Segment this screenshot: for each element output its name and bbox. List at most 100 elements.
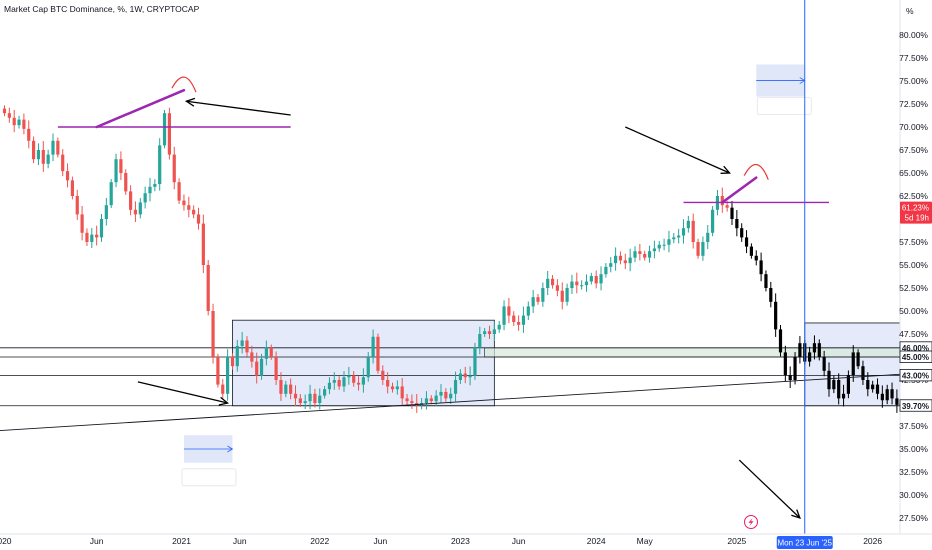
- candle-body: [27, 128, 31, 141]
- candle-body: [662, 244, 666, 246]
- current-price-value: 61.23%: [902, 204, 929, 213]
- candle-body: [230, 357, 235, 367]
- candle-body: [701, 242, 705, 256]
- candle-body: [546, 278, 550, 288]
- price-tick-label: 35.00%: [899, 444, 928, 454]
- candle-body: [497, 324, 501, 330]
- projection-candle: [730, 207, 734, 219]
- price-tick-label: 75.00%: [899, 76, 928, 86]
- candle-body: [51, 140, 55, 155]
- price-tick-label: 50.00%: [899, 306, 928, 316]
- candle-body: [512, 315, 516, 323]
- candle-body: [129, 191, 133, 210]
- price-tick-label: 37.50%: [899, 421, 928, 431]
- candle-body: [381, 370, 385, 380]
- projection-candle: [875, 384, 880, 394]
- icon-layer: [744, 515, 758, 529]
- lightning-icon[interactable]: [744, 515, 758, 529]
- candle-body: [468, 375, 472, 378]
- candle-body: [570, 281, 574, 288]
- candle-body: [114, 159, 118, 183]
- annotation-arrow: [625, 126, 730, 174]
- candle-body: [584, 281, 589, 286]
- candle-body: [12, 117, 16, 126]
- candle-body: [196, 214, 201, 224]
- projection-candle: [827, 370, 831, 390]
- time-tick-label: Jun: [90, 536, 104, 546]
- candle-body: [235, 345, 239, 367]
- projection-candle: [880, 393, 884, 401]
- price-tick-label: 77.50%: [899, 53, 928, 63]
- candle-body: [633, 251, 637, 258]
- price-tick-label: 32.50%: [899, 467, 928, 477]
- candle-body: [429, 398, 433, 402]
- candle-body: [657, 244, 661, 249]
- projection-candle: [871, 384, 875, 390]
- candle-body: [507, 306, 511, 316]
- candle-body: [686, 220, 690, 229]
- date-range-label-box: [181, 468, 237, 487]
- price-tick-label: 27.50%: [899, 513, 928, 523]
- candle-body: [216, 357, 220, 385]
- time-tick-label: 2025: [727, 536, 746, 546]
- current-price-countdown: 5d 19h: [905, 214, 929, 223]
- candle-body: [696, 242, 700, 256]
- candle-body: [647, 251, 652, 258]
- candle-body: [167, 113, 171, 155]
- projection-candle: [856, 352, 860, 367]
- candle-body: [361, 377, 365, 385]
- candle-body: [521, 315, 526, 325]
- projection-candle: [754, 255, 758, 261]
- candle-body: [133, 209, 138, 215]
- candle-body: [594, 276, 598, 284]
- candle-body: [492, 329, 496, 334]
- level-tag-label: 43.00%: [902, 371, 929, 380]
- candle-body: [211, 311, 215, 357]
- price-axis[interactable]: % 80.00% 77.50% 75.00% 72.50% 70.00% 67.50% 65…: [899, 0, 932, 550]
- candle-body: [7, 113, 11, 118]
- candle-body: [337, 380, 341, 387]
- candle-body: [143, 193, 147, 203]
- projection-candle: [885, 389, 889, 401]
- candle-body: [284, 384, 288, 394]
- annotation-arrowhead: [720, 165, 731, 174]
- time-tick-label: 2020: [0, 536, 12, 546]
- candle-body: [109, 182, 113, 206]
- candle-body: [293, 393, 298, 399]
- projection-candle: [832, 380, 836, 390]
- candle-body: [356, 382, 361, 385]
- candle-body: [80, 214, 84, 233]
- candle-body: [604, 266, 608, 275]
- chart-title: Market Cap BTC Dominance, %, 1W, CRYPTOC…: [4, 4, 200, 14]
- candle-body: [439, 391, 443, 396]
- projection-candle: [744, 237, 749, 247]
- candle-body: [395, 386, 399, 390]
- annotation-arrow: [137, 381, 228, 404]
- top-arc: [743, 164, 769, 180]
- candle-body: [444, 391, 448, 399]
- level-tag: [899, 350, 932, 363]
- candle-body: [473, 347, 477, 376]
- time-tick-label: Jun: [233, 536, 247, 546]
- candle-body: [643, 253, 647, 258]
- candle-body: [303, 401, 307, 403]
- price-tick-label: 72.50%: [899, 99, 928, 109]
- time-tick-label: Jun: [374, 536, 388, 546]
- candle-body: [517, 322, 521, 325]
- annotation-arrow: [186, 100, 291, 116]
- projection-candle: [866, 380, 870, 390]
- projection-candle: [861, 366, 865, 380]
- candle-body: [609, 263, 613, 267]
- projection-candle: [788, 375, 792, 380]
- projection-candle: [778, 329, 783, 353]
- crosshair-date-label: Mon 23 Jun '25: [778, 539, 833, 548]
- candle-body: [255, 361, 259, 376]
- price-tick-label: 57.50%: [899, 237, 928, 247]
- candle-body: [187, 205, 191, 210]
- projection-candle: [759, 260, 763, 275]
- candle-body: [206, 265, 210, 311]
- time-axis[interactable]: 2020 Jun 2021 Jun 2022 Jun 2023 Jun 2024 May 2025 2…: [0, 533, 932, 546]
- candle-body: [327, 382, 332, 390]
- candle-body: [376, 336, 380, 371]
